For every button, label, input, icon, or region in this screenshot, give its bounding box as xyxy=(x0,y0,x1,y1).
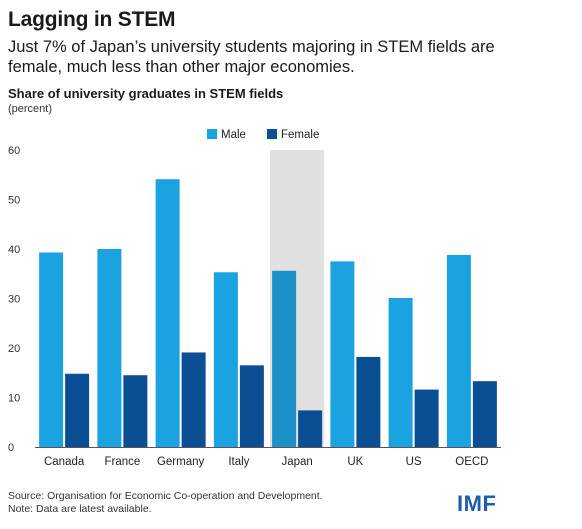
bar-male-us xyxy=(388,298,413,447)
bar-male-italy xyxy=(213,272,238,447)
y-tick-label: 30 xyxy=(8,294,20,306)
bar-female-uk xyxy=(356,356,381,447)
x-tick-label: Germany xyxy=(157,456,205,468)
legend-label-male: Male xyxy=(221,129,246,141)
bar-female-italy xyxy=(239,365,264,447)
bar-female-france xyxy=(123,375,148,447)
bar-female-us xyxy=(414,389,439,447)
x-tick-label: France xyxy=(104,456,140,468)
legend-swatch-female xyxy=(267,129,277,139)
chart-title: Share of university graduates in STEM fi… xyxy=(8,86,284,101)
chart-footer: Source: Organisation for Economic Co-ope… xyxy=(8,490,323,516)
data-note: Note: Data are latest available. xyxy=(8,503,152,515)
chart-unit-label: (percent) xyxy=(8,103,53,115)
legend-swatch-male xyxy=(207,129,217,139)
imf-logo: IMF xyxy=(457,491,497,516)
x-tick-label: UK xyxy=(347,456,363,468)
bar-male-oecd xyxy=(446,254,471,447)
x-tick-label: US xyxy=(406,456,422,468)
y-tick-label: 20 xyxy=(8,343,20,355)
y-tick-label: 60 xyxy=(8,145,20,157)
page-title: Lagging in STEM xyxy=(8,8,176,31)
bar-male-canada xyxy=(39,252,64,447)
x-tick-label: Canada xyxy=(44,456,85,468)
bar-male-japan xyxy=(272,270,297,447)
source-note: Source: Organisation for Economic Co-ope… xyxy=(8,490,323,502)
bar-female-oecd xyxy=(472,381,497,447)
page-subtitle: Just 7% of Japan’s university students m… xyxy=(8,38,495,76)
y-tick-label: 10 xyxy=(8,393,20,405)
bar-female-germany xyxy=(181,352,206,447)
y-tick-label: 0 xyxy=(8,442,14,454)
legend-label-female: Female xyxy=(281,129,319,141)
x-tick-label: Japan xyxy=(281,456,312,468)
x-tick-label: Italy xyxy=(228,456,249,468)
y-tick-label: 40 xyxy=(8,244,20,256)
x-tick-label: OECD xyxy=(455,456,488,468)
bar-male-france xyxy=(97,249,122,447)
bar-female-canada xyxy=(65,373,90,447)
bar-female-japan xyxy=(298,410,323,447)
y-tick-label: 50 xyxy=(8,195,20,207)
bar-chart: 0 10 20 30 40 50 60 Canada France Germany Italy Jap… xyxy=(8,129,501,468)
bar-male-uk xyxy=(330,261,355,447)
bar-male-germany xyxy=(155,179,180,447)
